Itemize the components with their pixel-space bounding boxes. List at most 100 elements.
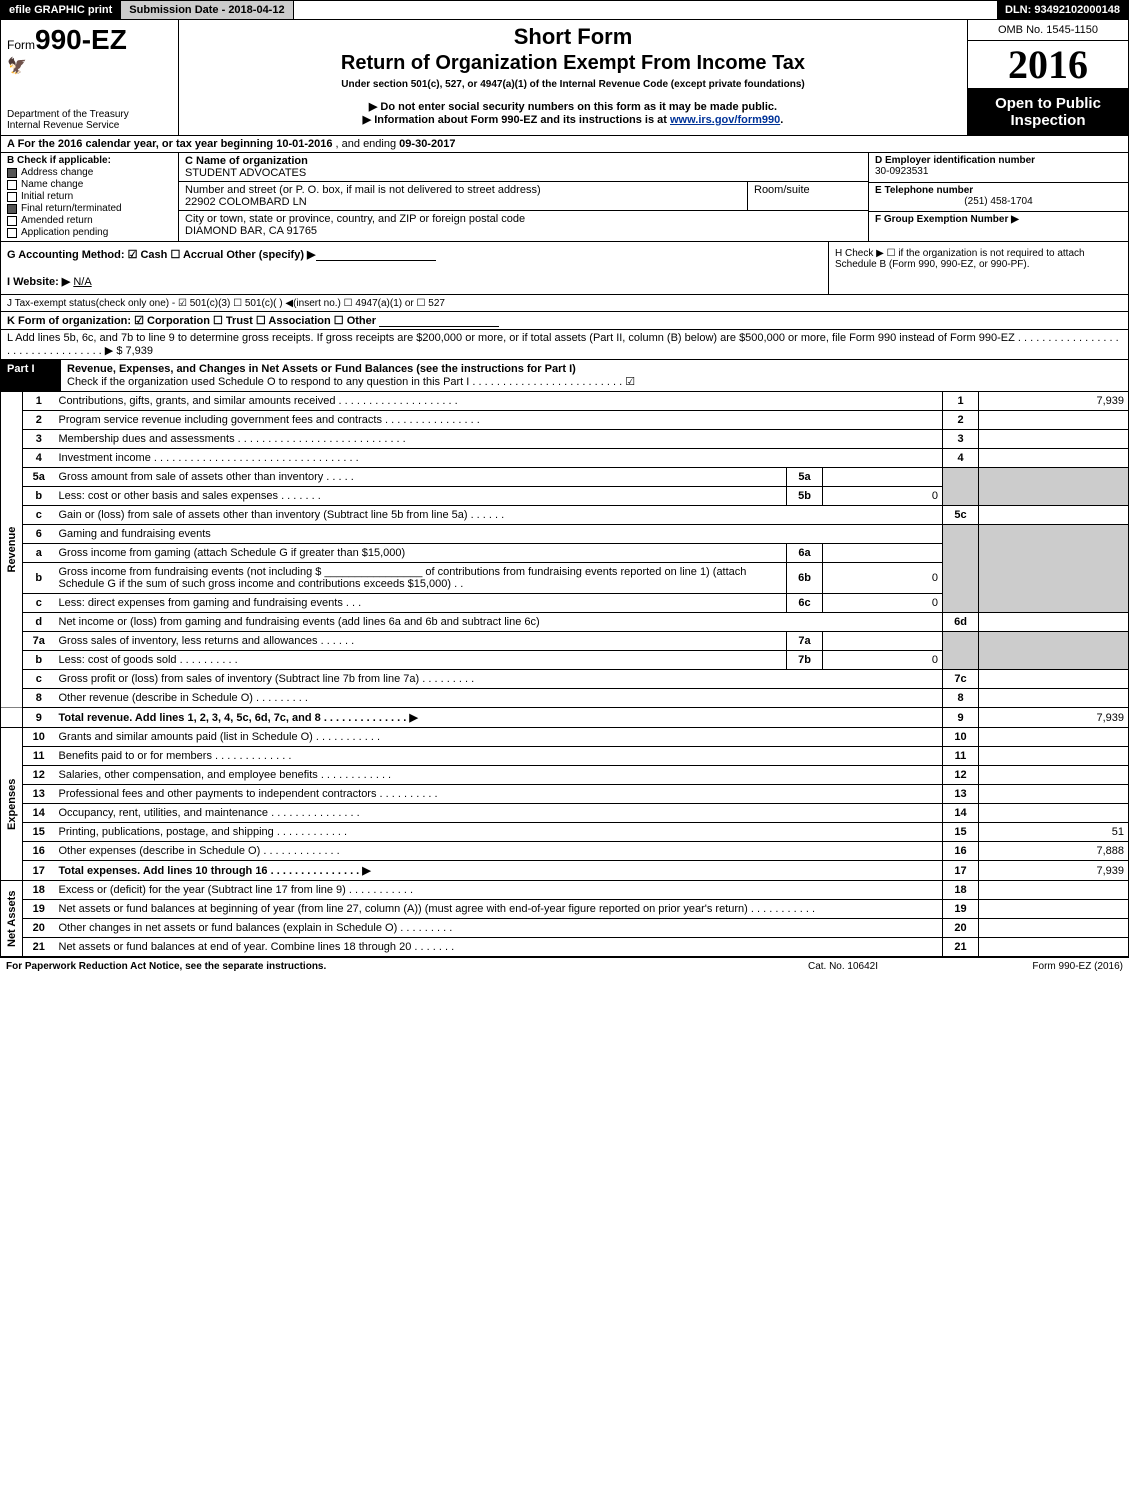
header-left: Form990-EZ 🦅 Department of the Treasury … xyxy=(1,20,179,135)
j-text: J Tax-exempt status(check only one) - ☑ … xyxy=(7,298,445,309)
line-desc: Gross income from gaming (attach Schedul… xyxy=(55,544,787,563)
line-desc: Total revenue. Add lines 1, 2, 3, 4, 5c,… xyxy=(55,708,943,728)
shade-cell xyxy=(943,632,979,670)
table-row: 6 Gaming and fundraising events xyxy=(1,525,1129,544)
line-no: 1 xyxy=(23,392,55,411)
sub-no: 7a xyxy=(787,632,823,651)
check-final-return[interactable]: Final return/terminated xyxy=(7,203,172,214)
side-spacer xyxy=(1,708,23,728)
main-val: 7,939 xyxy=(979,708,1129,728)
sub-val: 0 xyxy=(823,651,943,670)
check-app-pending[interactable]: Application pending xyxy=(7,227,172,238)
other-specify-blank[interactable] xyxy=(316,249,436,261)
main-no: 18 xyxy=(943,881,979,900)
table-row: 9 Total revenue. Add lines 1, 2, 3, 4, 5… xyxy=(1,708,1129,728)
section-bcdef: B Check if applicable: Address change Na… xyxy=(0,153,1129,242)
k-other-blank[interactable] xyxy=(379,315,499,327)
table-row: 21 Net assets or fund balances at end of… xyxy=(1,938,1129,957)
l9-text: Total revenue. Add lines 1, 2, 3, 4, 5c,… xyxy=(59,712,418,724)
main-no: 15 xyxy=(943,823,979,842)
line-no: c xyxy=(23,670,55,689)
line-no: 8 xyxy=(23,689,55,708)
check-label: Initial return xyxy=(21,191,73,202)
dln-label: DLN: 93492102000148 xyxy=(997,1,1128,19)
line-desc: Gross sales of inventory, less returns a… xyxy=(55,632,787,651)
line-desc: Other expenses (describe in Schedule O) … xyxy=(55,842,943,861)
room-label: Room/suite xyxy=(754,184,810,196)
header-mid: Short Form Return of Organization Exempt… xyxy=(179,20,968,135)
line-desc: Occupancy, rent, utilities, and maintena… xyxy=(55,804,943,823)
line-no: 17 xyxy=(23,861,55,881)
line-desc: Less: direct expenses from gaming and fu… xyxy=(55,594,787,613)
table-row: 2 Program service revenue including gove… xyxy=(1,411,1129,430)
check-label: Application pending xyxy=(21,227,108,238)
info-post: . xyxy=(780,114,783,126)
dept-line1: Department of the Treasury xyxy=(7,109,172,120)
short-form-title: Short Form xyxy=(187,24,959,50)
line-desc: Gross income from fundraising events (no… xyxy=(55,563,787,594)
check-initial-return[interactable]: Initial return xyxy=(7,191,172,202)
line-desc: Less: cost of goods sold . . . . . . . .… xyxy=(55,651,787,670)
g-text: G Accounting Method: ☑ Cash ☐ Accrual Ot… xyxy=(7,249,316,261)
omb-number: OMB No. 1545-1150 xyxy=(968,20,1128,41)
main-val: 7,939 xyxy=(979,392,1129,411)
street-row: Number and street (or P. O. box, if mail… xyxy=(179,182,868,211)
check-label: Address change xyxy=(21,167,93,178)
ein-cell: D Employer identification number 30-0923… xyxy=(869,153,1128,183)
sub-no: 6a xyxy=(787,544,823,563)
shade-cell xyxy=(943,468,979,506)
main-val: 7,939 xyxy=(979,861,1129,881)
main-val xyxy=(979,670,1129,689)
line-no: 19 xyxy=(23,900,55,919)
street-label: Number and street (or P. O. box, if mail… xyxy=(185,184,541,196)
check-name-change[interactable]: Name change xyxy=(7,179,172,190)
sub-val xyxy=(823,632,943,651)
sub-val: 0 xyxy=(823,487,943,506)
table-row: 15 Printing, publications, postage, and … xyxy=(1,823,1129,842)
sub-no: 7b xyxy=(787,651,823,670)
eagle-icon: 🦅 xyxy=(7,56,172,76)
check-amended[interactable]: Amended return xyxy=(7,215,172,226)
line-no: b xyxy=(23,487,55,506)
check-address-change[interactable]: Address change xyxy=(7,167,172,178)
check-b-title: B Check if applicable: xyxy=(7,155,111,166)
checkbox-icon xyxy=(7,168,17,178)
main-no: 4 xyxy=(943,449,979,468)
line-desc: Total expenses. Add lines 10 through 16 … xyxy=(55,861,943,881)
c-label: C Name of organization xyxy=(185,155,308,167)
line-desc: Salaries, other compensation, and employ… xyxy=(55,766,943,785)
main-val: 7,888 xyxy=(979,842,1129,861)
main-val xyxy=(979,613,1129,632)
shade-cell xyxy=(979,525,1129,613)
main-no: 9 xyxy=(943,708,979,728)
main-val xyxy=(979,785,1129,804)
sub-val: 0 xyxy=(823,563,943,594)
main-val xyxy=(979,430,1129,449)
line-no: b xyxy=(23,563,55,594)
sub-val: 0 xyxy=(823,594,943,613)
part1-desc: Revenue, Expenses, and Changes in Net As… xyxy=(61,360,1128,391)
line-no: 12 xyxy=(23,766,55,785)
irs-link[interactable]: www.irs.gov/form990 xyxy=(670,114,780,126)
line-desc: Gain or (loss) from sale of assets other… xyxy=(55,506,943,525)
sub-no: 5a xyxy=(787,468,823,487)
main-no: 2 xyxy=(943,411,979,430)
form-prefix: Form xyxy=(7,38,35,52)
org-name: STUDENT ADVOCATES xyxy=(185,167,306,179)
footer-right: Form 990-EZ (2016) xyxy=(943,961,1123,972)
part1-title: Revenue, Expenses, and Changes in Net As… xyxy=(67,363,576,375)
main-no: 16 xyxy=(943,842,979,861)
line-no: 21 xyxy=(23,938,55,957)
row-a-pre: A For the 2016 calendar year, or tax yea… xyxy=(7,138,276,150)
efile-print-button[interactable]: efile GRAPHIC print xyxy=(1,1,121,19)
phone-val: (251) 458-1704 xyxy=(875,196,1122,207)
line-no: 11 xyxy=(23,747,55,766)
line-no: 20 xyxy=(23,919,55,938)
line-no: 18 xyxy=(23,881,55,900)
table-row: 7a Gross sales of inventory, less return… xyxy=(1,632,1129,651)
main-no: 10 xyxy=(943,728,979,747)
main-no: 21 xyxy=(943,938,979,957)
line-desc: Investment income . . . . . . . . . . . … xyxy=(55,449,943,468)
e-label: E Telephone number xyxy=(875,185,973,196)
line-no: c xyxy=(23,594,55,613)
